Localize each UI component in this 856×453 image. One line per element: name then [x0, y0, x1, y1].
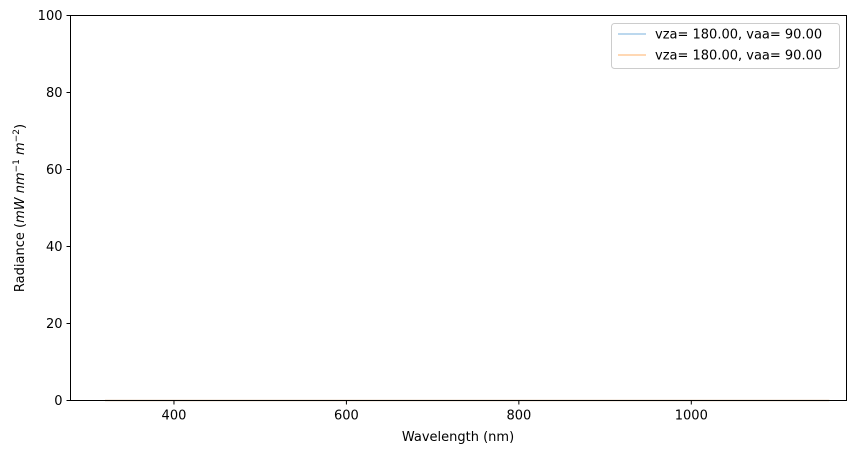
y-axis-label-suffix: ) [13, 124, 28, 129]
y-tick-label: 60 [46, 163, 63, 178]
x-tick-label: 1000 [675, 409, 708, 424]
x-axis-ticks: 400 600 800 1000 [162, 400, 708, 424]
x-tick-label: 600 [334, 409, 359, 424]
y-axis-ticks: 0 20 40 60 80 100 [38, 9, 71, 409]
y-axis-label-unit2: m [13, 142, 28, 159]
plot-frame [70, 15, 847, 401]
legend-frame [611, 23, 840, 69]
y-axis-label-exp1: −1 [12, 159, 22, 172]
legend-label-2: vza= 180.00, vaa= 90.00 [655, 49, 822, 64]
legend: vza= 180.00, vaa= 90.00 vza= 180.00, vaa=… [611, 23, 840, 69]
y-axis-label-unit: mW nm [13, 172, 28, 223]
y-tick-label: 80 [46, 86, 63, 101]
x-tick-label: 400 [162, 409, 187, 424]
y-axis-label-prefix: Radiance ( [13, 223, 28, 292]
y-tick-label: 20 [46, 317, 63, 332]
y-tick-label: 40 [46, 240, 63, 255]
x-axis-label: Wavelength (nm) [402, 430, 514, 445]
y-axis-label: Radiance (mW nm−1 m−2) [12, 124, 28, 292]
x-tick-label: 800 [506, 409, 531, 424]
legend-label-1: vza= 180.00, vaa= 90.00 [655, 28, 822, 43]
y-tick-label: 0 [54, 394, 62, 409]
y-axis-label-exp2: −2 [12, 129, 22, 142]
y-tick-label: 100 [38, 9, 63, 24]
